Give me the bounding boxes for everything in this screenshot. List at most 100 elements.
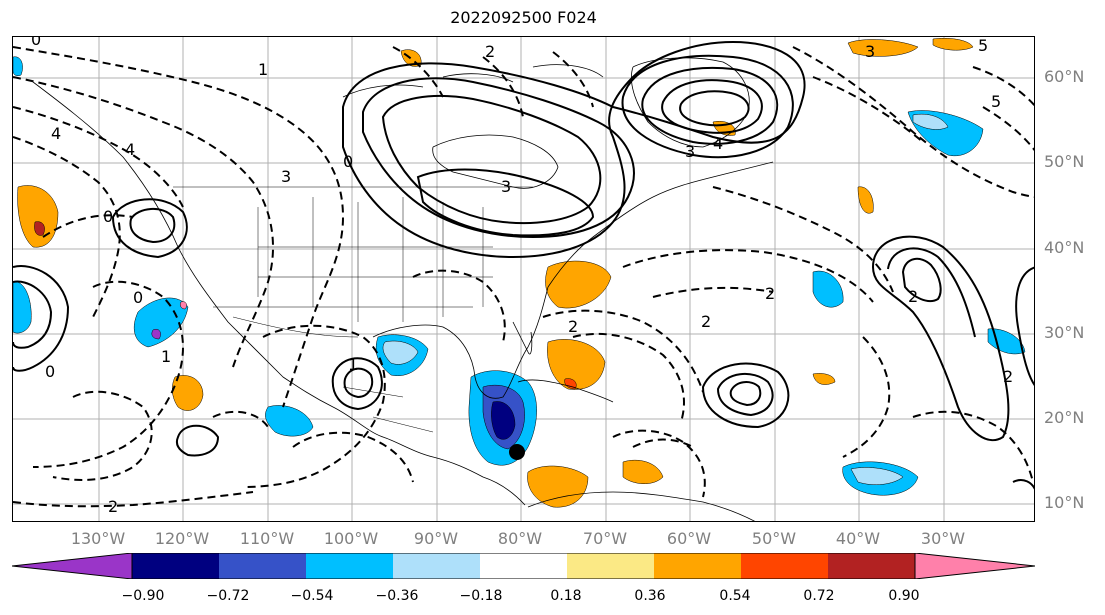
- patch-pacific-nw-red: [34, 221, 45, 236]
- lon-label-50w: 50°W: [751, 529, 797, 548]
- patch-top-orange-1: [847, 39, 919, 57]
- contour-label: 2: [701, 312, 711, 331]
- contour-jet-2: [362, 77, 635, 239]
- coast-south-america: [527, 491, 755, 521]
- contour-label: 1: [258, 60, 268, 79]
- contour-neg-14: [612, 429, 706, 498]
- colorbar-segment: [915, 553, 1035, 579]
- patch-south-caribbean: [527, 465, 589, 508]
- contour-neg-22: [972, 66, 1034, 107]
- contour-jet-4: [416, 168, 595, 237]
- contour-label: 0: [133, 288, 143, 307]
- contour-neg-28: [632, 438, 694, 448]
- contour-greenland-low-1: [621, 54, 794, 159]
- coast-florida: [512, 321, 533, 355]
- contour-label: 2: [1003, 367, 1013, 386]
- colorbar-tick: −0.72: [206, 588, 250, 604]
- patch-top-orange-2: [932, 38, 974, 51]
- lon-label-60w: 60°W: [666, 529, 712, 548]
- patch-atlantic-mid-orange: [812, 373, 836, 385]
- contour-pacific-south: [175, 424, 220, 457]
- coast-hudson-bay: [432, 134, 559, 189]
- contour-atlantic-3: [729, 381, 762, 407]
- contour-label: 0: [103, 207, 113, 226]
- coast-east: [547, 161, 774, 288]
- lat-label-40n: 40°N: [1044, 238, 1085, 257]
- contour-label: 2: [568, 317, 578, 336]
- colorbar: [12, 553, 1035, 579]
- contour-neg-18: [812, 76, 924, 143]
- contour-label: 2: [108, 497, 118, 516]
- contour-neg-27: [212, 410, 269, 428]
- colorbar-tick: 0.90: [888, 588, 920, 604]
- colorbar-tick: 0.36: [634, 588, 666, 604]
- contour-label: 2: [765, 284, 775, 303]
- contour-label: 4: [51, 124, 61, 143]
- lon-label-130w: 130°W: [70, 529, 126, 548]
- contour-neg-5: [42, 214, 134, 238]
- contour-neg-4: [13, 136, 121, 318]
- plot-title: 2022092500 F024: [450, 8, 597, 27]
- contour-neg-20: [842, 336, 891, 458]
- patch-small-pink: [179, 301, 187, 310]
- colorbar-segment: [654, 553, 742, 579]
- lat-label-60n: 60°N: [1044, 67, 1085, 86]
- patch-baja-purple: [151, 329, 161, 340]
- lat-label-30n: 30°N: [1044, 323, 1085, 342]
- contour-neg-3: [13, 106, 184, 208]
- contour-neg-1: [13, 46, 345, 408]
- contour-east-high-3: [901, 257, 942, 303]
- contour-neg-17: [792, 46, 1034, 198]
- coast-gulf: [372, 286, 549, 399]
- contour-atlantic-1: [701, 362, 790, 429]
- patch-east-coast: [545, 260, 612, 309]
- contour-pacific-high-2: [129, 208, 176, 244]
- patch-west-blue: [13, 281, 32, 334]
- contour-label: 1: [348, 355, 358, 374]
- contour-neg-2: [13, 76, 274, 368]
- lon-label-110w: 110°W: [239, 529, 295, 548]
- contour-label: 3: [865, 42, 875, 61]
- lat-label-50n: 50°N: [1044, 152, 1085, 171]
- contour-label: 1: [161, 347, 171, 366]
- contour-gulf-2: [343, 367, 374, 399]
- borders: [173, 186, 533, 433]
- contour-neg-19: [712, 186, 894, 293]
- contour-neg-24: [392, 46, 444, 98]
- colorbar-left-arrow: [12, 553, 133, 579]
- contour-neg-15: [622, 249, 874, 303]
- contour-labels: 0 1 4 3 2 0 3 4 3 5 5 0 2 0 2 2 1 0 1 2 …: [31, 37, 1013, 516]
- contour-neg-21: [912, 410, 1034, 483]
- colorbar-segment: [393, 553, 481, 579]
- patch-baja-blue: [133, 297, 189, 348]
- coastlines: [32, 57, 774, 521]
- colorbar-tick: −0.18: [459, 588, 503, 604]
- contour-gulf-1: [331, 357, 383, 411]
- colorbar-segment: [306, 553, 394, 579]
- lat-label-10n: 10°N: [1044, 493, 1085, 512]
- patch-top-blue: [13, 56, 23, 77]
- contour-label: 4: [713, 134, 723, 153]
- lon-label-120w: 120°W: [154, 529, 210, 548]
- contour-label: 2: [485, 42, 495, 61]
- patch-mid-orange-2: [857, 186, 874, 214]
- lon-label-90w: 90°W: [413, 529, 459, 548]
- contour-neg-6: [32, 280, 184, 468]
- contour-jet-3: [381, 95, 602, 225]
- lat-label-20n: 20°N: [1044, 408, 1085, 427]
- patch-gulf-north-light: [382, 340, 419, 365]
- colorbar-tick: −0.90: [121, 588, 165, 604]
- solid-contours: [13, 40, 1034, 490]
- lon-label-80w: 80°W: [497, 529, 543, 548]
- contour-label: 4: [125, 140, 135, 159]
- colorbar-segment: [480, 553, 568, 579]
- contour-label: 5: [978, 37, 988, 55]
- patch-caribbean-orange: [547, 339, 606, 390]
- coast-north-america-west: [32, 81, 526, 506]
- colorbar-segment: [132, 553, 220, 579]
- colorbar-right-arrow: [914, 553, 1035, 579]
- colorbar-tick: 0.54: [719, 588, 751, 604]
- colorbar-tick: 0.18: [550, 588, 582, 604]
- patch-atlantic-north-light: [912, 113, 949, 130]
- colorbar-tick: −0.36: [375, 588, 419, 604]
